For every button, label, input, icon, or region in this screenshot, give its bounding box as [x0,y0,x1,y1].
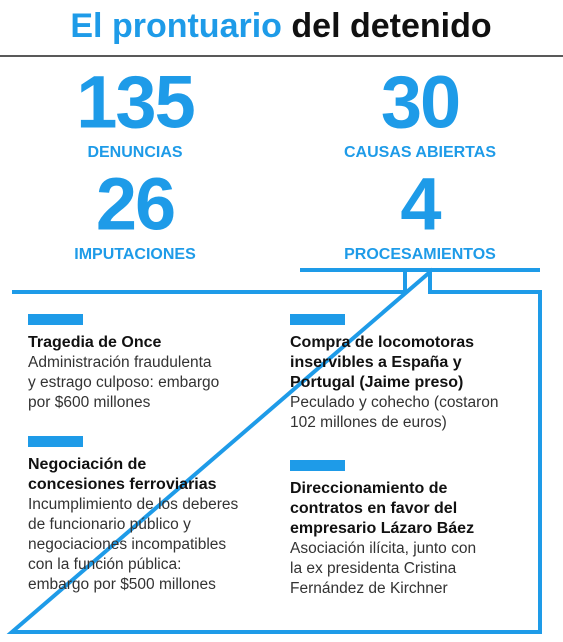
stat-label: CAUSAS ABIERTAS [344,144,496,161]
case-bar [290,314,345,325]
cases-frame [6,267,542,634]
case-description: embargo por $500 millones [28,576,216,593]
case-title: contratos en favor del [290,500,457,517]
case-title: Portugal (Jaime preso) [290,374,463,391]
case-description: Asociación ilícita, junto con [290,540,476,557]
case-title: Compra de locomotoras [290,334,474,351]
case-title: Negociación de [28,456,146,473]
case-title: Tragedia de Once [28,334,161,351]
case-title: empresario Lázaro Báez [290,520,474,537]
case-description: por $600 millones [28,394,151,411]
stat-label: DENUNCIAS [87,144,182,161]
stat-label: PROCESAMIENTOS [344,246,496,263]
title-rest: del detenido [291,7,491,45]
case-description: Fernández de Kirchner [290,580,448,597]
case-description: Incumplimiento de los deberes [28,496,238,513]
stat-value: 135 [76,61,194,144]
stat-label: IMPUTACIONES [74,246,196,263]
stat-value: 26 [96,163,174,246]
case-description: de funcionario público y [28,516,191,533]
stat-value: 30 [381,61,459,144]
case-description: con la función pública: [28,556,181,573]
case-bar [28,314,83,325]
case-bar [28,436,83,447]
case-title: inservibles a España y [290,354,462,371]
case-title: Direccionamiento de [290,480,447,497]
case-description: negociaciones incompatibles [28,536,226,553]
case-title: concesiones ferroviarias [28,476,217,493]
case-description: Administración fraudulenta [28,354,212,371]
case-description: Peculado y cohecho (costaron [290,394,499,411]
case-bar [290,460,345,471]
title-highlight: El prontuario [70,7,282,45]
case-description: y estrago culposo: embargo [28,374,219,391]
case-description: 102 millones de euros) [290,414,447,431]
case-description: la ex presidenta Cristina [290,560,457,577]
title: El prontuario del detenido [70,7,491,45]
stat-value: 4 [400,163,441,246]
